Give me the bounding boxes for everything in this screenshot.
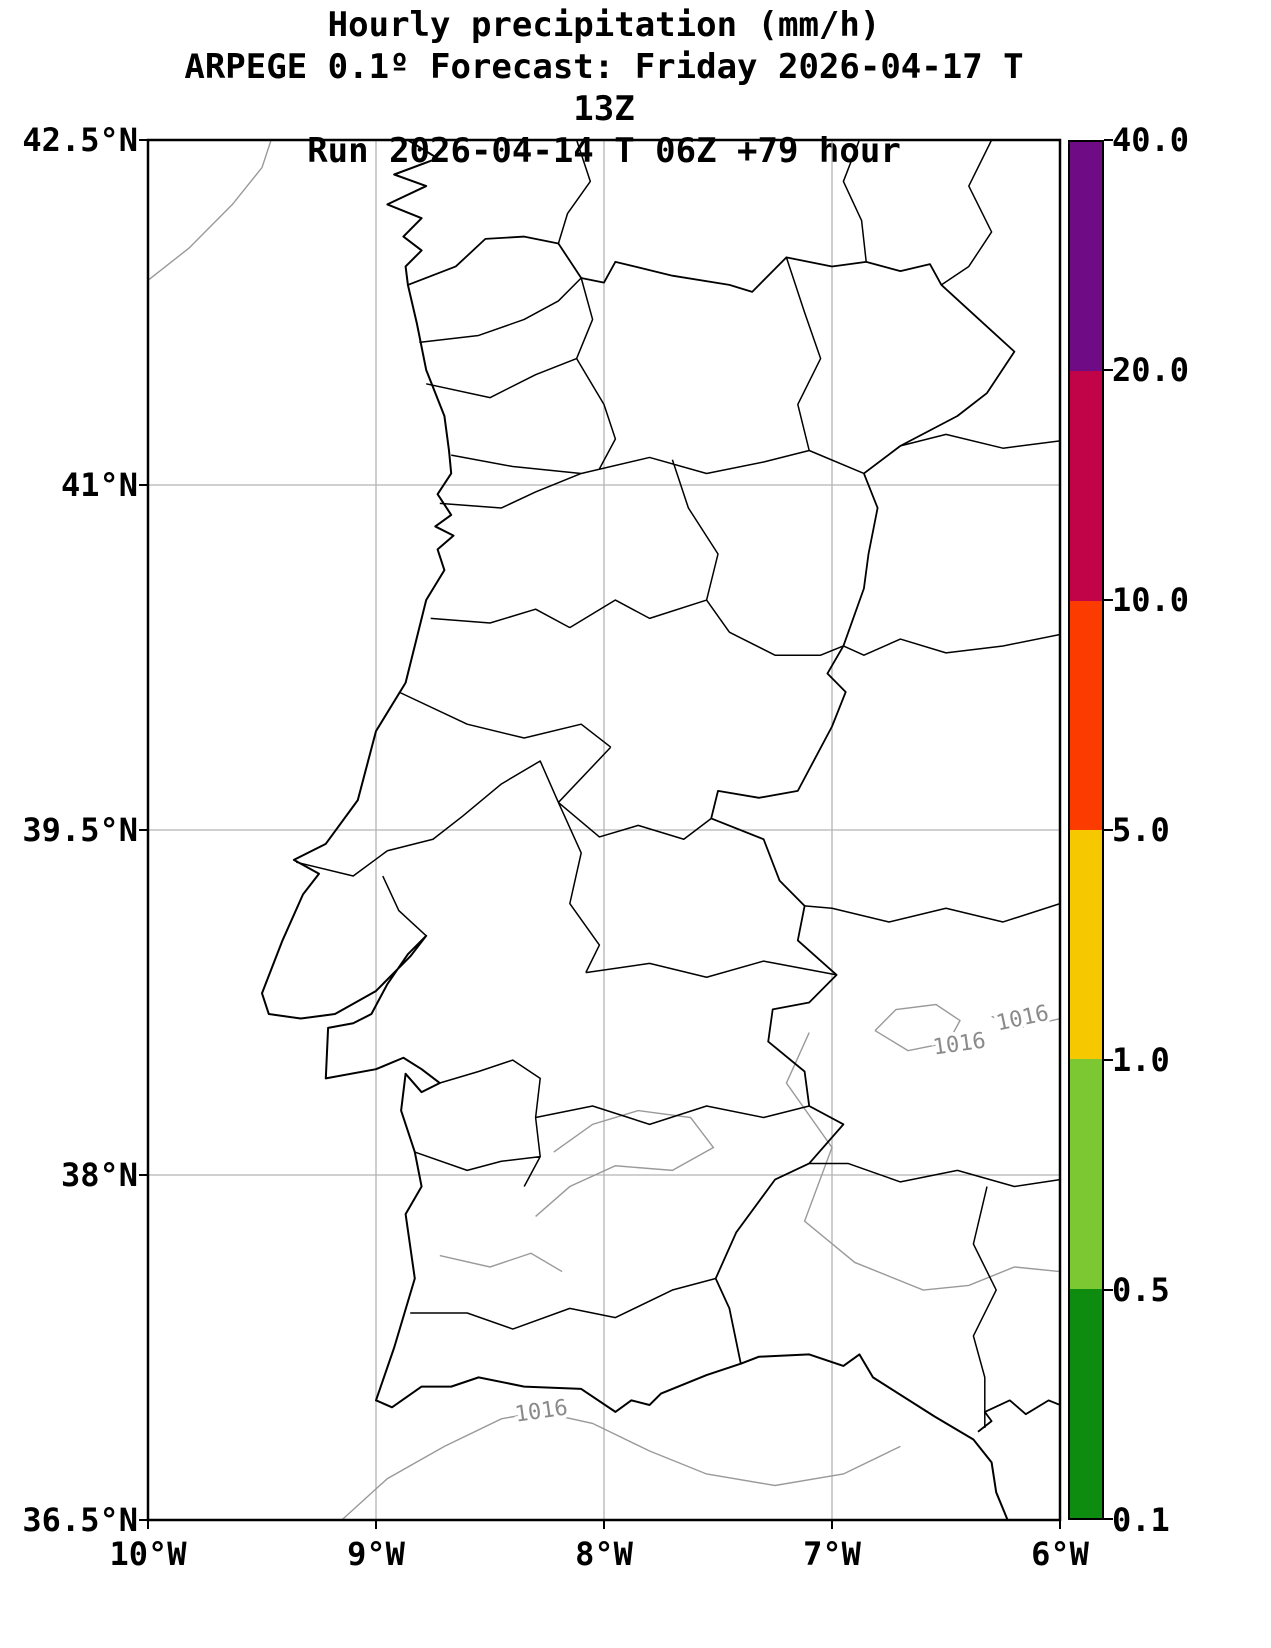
colorbar-label: 1.0 xyxy=(1112,1041,1170,1079)
isobar-label: 1016 xyxy=(994,1001,1051,1037)
colorbar-segment xyxy=(1070,371,1102,601)
colorbar-label: 0.1 xyxy=(1112,1501,1170,1539)
colorbar-label: 10.0 xyxy=(1112,581,1190,619)
coastline-path xyxy=(261,139,1009,1521)
colorbar-segment xyxy=(1070,829,1102,1060)
district-boundaries-path xyxy=(296,139,1061,1429)
isobar-label: 1016 xyxy=(513,1395,569,1427)
x-tick-label: 6°W xyxy=(1031,1535,1089,1573)
national-border-path xyxy=(407,235,1016,1364)
colorbar-label: 5.0 xyxy=(1112,811,1170,849)
colorbar-segment xyxy=(1070,600,1102,830)
isobar-label: 1016 xyxy=(931,1028,987,1060)
river-path xyxy=(977,1399,1061,1433)
y-tick-label: 38°N xyxy=(60,1156,138,1194)
colorbar-label: 0.5 xyxy=(1112,1271,1170,1309)
axis-tick-marks xyxy=(139,138,1061,1530)
y-tick-label: 42.5°N xyxy=(22,121,138,159)
precipitation-colorbar xyxy=(1068,140,1104,1520)
y-tick-label: 41°N xyxy=(60,466,138,504)
title-block: Hourly precipitation (mm/h) ARPEGE 0.1º … xyxy=(148,4,1060,172)
x-tick-label: 7°W xyxy=(803,1535,861,1573)
chart-title: Hourly precipitation (mm/h) xyxy=(327,5,881,45)
y-tick-label: 39.5°N xyxy=(22,811,138,849)
colorbar-segment xyxy=(1070,142,1102,372)
colorbar-tick xyxy=(1104,599,1113,601)
colorbar-tick xyxy=(1104,829,1113,831)
colorbar-label: 40.0 xyxy=(1112,121,1190,159)
x-tick-label: 9°W xyxy=(347,1535,405,1573)
graticule-gridlines xyxy=(148,140,1060,1520)
x-tick-label: 10°W xyxy=(109,1535,187,1573)
x-tick-label: 8°W xyxy=(575,1535,633,1573)
colorbar-segment xyxy=(1070,1288,1102,1518)
colorbar-tick xyxy=(1104,369,1113,371)
y-tick-label: 36.5°N xyxy=(22,1501,138,1539)
colorbar-tick xyxy=(1104,1518,1113,1520)
colorbar-segment xyxy=(1070,1059,1102,1289)
colorbar-label: 20.0 xyxy=(1112,351,1190,389)
colorbar-tick xyxy=(1104,139,1113,141)
colorbar-tick xyxy=(1104,1059,1113,1061)
colorbar-tick xyxy=(1104,1289,1113,1291)
isobar-contours xyxy=(147,139,1061,1521)
plot-frame xyxy=(146,138,1062,1522)
map-plot: 1016 1016 1016 xyxy=(139,138,1062,1530)
chart-subtitle-forecast: ARPEGE 0.1º Forecast: Friday 2026-04-17 … xyxy=(184,47,1024,129)
